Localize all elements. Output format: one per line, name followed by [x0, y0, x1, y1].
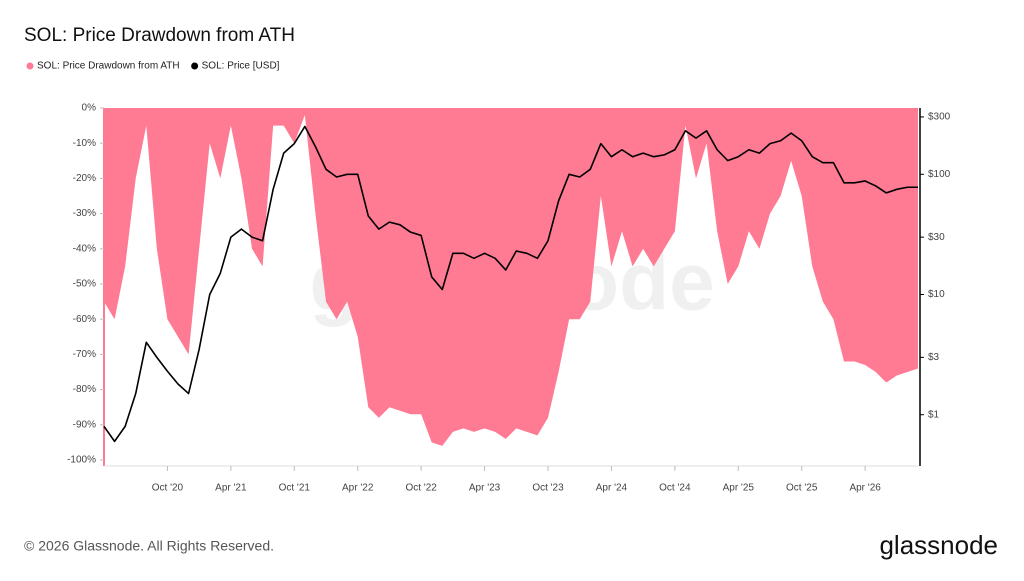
x-tick-label: Oct '22 [405, 483, 437, 494]
y-tick-label: -60% [73, 314, 96, 325]
x-tick-label: Oct '21 [279, 483, 311, 494]
legend-label: SOL: Price Drawdown from ATH [37, 61, 180, 72]
y-tick-label: -30% [73, 208, 96, 219]
y2-tick-label: $1 [928, 409, 940, 420]
x-tick-label: Apr '26 [849, 483, 881, 494]
y-tick-label: -20% [73, 173, 96, 184]
x-tick-label: Apr '24 [596, 483, 628, 494]
y-tick-label: 0% [82, 103, 97, 114]
legend-marker [26, 62, 34, 70]
y-tick-label: -40% [73, 243, 96, 254]
x-tick-label: Oct '25 [786, 483, 818, 494]
price-line [103, 125, 918, 443]
legend-marker [191, 62, 199, 70]
y-tick-label: -90% [73, 419, 96, 430]
y2-tick-label: $300 [928, 112, 951, 123]
y2-tick-label: $10 [928, 289, 945, 300]
chart-title: SOL: Price Drawdown from ATH [24, 25, 295, 46]
y-tick-label: -50% [73, 279, 96, 290]
x-tick-label: Apr '22 [342, 483, 374, 494]
y2-tick-label: $100 [928, 169, 951, 180]
logo: glassnode [879, 530, 998, 560]
legend-label: SOL: Price [USD] [202, 61, 280, 72]
x-tick-label: Oct '23 [532, 483, 564, 494]
y-tick-label: -10% [73, 138, 96, 149]
x-tick-label: Apr '25 [723, 483, 755, 494]
y-tick-label: -80% [73, 384, 96, 395]
y2-tick-label: $3 [928, 352, 940, 363]
drawdown-area [104, 108, 918, 446]
x-tick-label: Oct '20 [152, 483, 184, 494]
y-tick-label: -70% [73, 349, 96, 360]
y-tick-label: -100% [67, 455, 96, 466]
x-tick-label: Apr '23 [469, 483, 501, 494]
x-tick-label: Apr '21 [215, 483, 247, 494]
footer: © 2026 Glassnode. All Rights Reserved. [24, 538, 274, 554]
x-tick-label: Oct '24 [659, 483, 691, 494]
y2-tick-label: $30 [928, 232, 945, 243]
